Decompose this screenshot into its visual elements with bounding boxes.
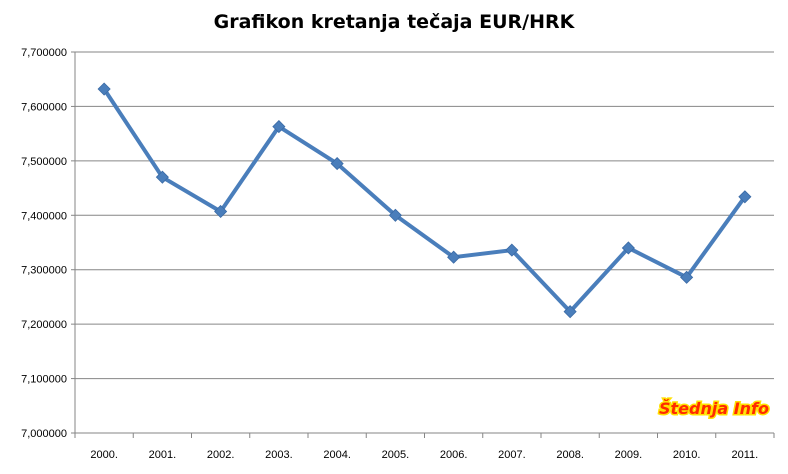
chart-title: Grafikon kretanja tečaja EUR/HRK <box>214 11 576 33</box>
x-tick-label: 2005. <box>382 449 410 461</box>
data-point-marker <box>447 250 461 264</box>
y-tick-label: 7,200000 <box>21 319 67 331</box>
data-point-marker <box>97 82 111 96</box>
x-tick-label: 2009. <box>615 449 643 461</box>
y-tick-label: 7,300000 <box>21 265 67 277</box>
x-tick-label: 2001. <box>149 449 177 461</box>
tick-labels: 7,000000 7,100000 7,200000 7,300000 7,400000… <box>21 47 758 461</box>
x-tick-label: 2008. <box>556 449 584 461</box>
x-tick-label: 2007. <box>498 449 526 461</box>
data-point-marker <box>272 120 286 134</box>
x-tick-label: 2002. <box>207 449 235 461</box>
x-tick-label: 2004. <box>323 449 351 461</box>
y-tick-label: 7,500000 <box>21 156 67 168</box>
x-tick-label: 2000. <box>90 449 118 461</box>
axes <box>71 51 775 438</box>
y-tick-label: 7,400000 <box>21 210 67 222</box>
x-tick-label: 2003. <box>265 449 293 461</box>
data-point-marker <box>155 170 169 184</box>
y-tick-label: 7,100000 <box>21 374 67 386</box>
y-tick-label: 7,600000 <box>21 101 67 113</box>
series-line <box>97 82 752 319</box>
y-tick-label: 7,000000 <box>21 428 67 440</box>
data-point-marker <box>330 157 344 171</box>
data-point-marker <box>505 243 519 257</box>
data-point-marker <box>738 190 752 204</box>
data-point-marker <box>214 204 228 219</box>
data-point-marker <box>680 270 694 284</box>
grid <box>75 51 774 380</box>
x-tick-label: 2010. <box>673 449 701 461</box>
series-line-path <box>102 87 747 314</box>
data-point-marker <box>388 208 402 222</box>
data-point-marker <box>621 241 635 255</box>
watermark-logo: Štednja Info <box>659 398 769 418</box>
data-point-marker <box>563 305 577 319</box>
x-tick-label: 2006. <box>440 449 468 461</box>
y-tick-label: 7,700000 <box>21 47 67 59</box>
x-tick-label: 2011. <box>732 449 759 461</box>
